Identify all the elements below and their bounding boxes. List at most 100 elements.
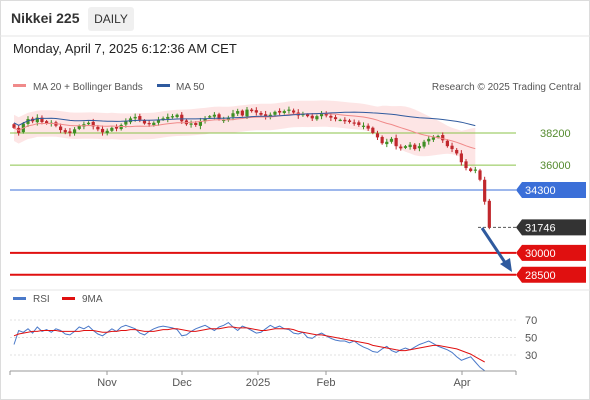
candle-body	[189, 123, 193, 125]
candle-body	[147, 123, 151, 125]
candle-body	[487, 200, 491, 228]
candle-body	[338, 119, 342, 122]
candle-body	[273, 111, 277, 115]
candle-body	[399, 146, 403, 149]
candle-body	[413, 144, 417, 150]
level-label-36000: 36000	[540, 160, 571, 172]
rsi-line	[13, 321, 485, 372]
level-label-31746: 31746	[525, 222, 556, 234]
candle-body	[292, 110, 296, 113]
candle-body	[166, 116, 170, 119]
candle-body	[333, 117, 338, 120]
rsi-tick-70: 70	[525, 315, 537, 327]
candle-body	[63, 130, 67, 133]
candle-body	[310, 115, 314, 119]
instrument-title: Nikkei 225	[11, 10, 80, 26]
candle-body	[138, 116, 142, 120]
level-label-30000: 30000	[525, 248, 556, 260]
candle-body	[45, 121, 49, 124]
projection-arrow-head	[500, 258, 512, 272]
credit-text: Research © 2025 Trading Central	[432, 82, 581, 93]
candle-body	[282, 111, 286, 113]
x-tick-label: Dec	[172, 377, 192, 389]
candle-body	[357, 122, 361, 125]
candle-body	[119, 124, 123, 130]
candle-body	[478, 170, 482, 180]
candle-body	[226, 117, 230, 120]
candle-body	[170, 116, 175, 118]
rsi-ma-legend-swatch	[62, 297, 75, 300]
candle-body	[100, 128, 105, 133]
rsi-ma-line	[13, 326, 485, 363]
candle-body	[324, 113, 328, 116]
chart-header: Nikkei 225 DAILY	[0, 0, 590, 36]
candle-body	[35, 117, 39, 123]
candle-body	[86, 122, 91, 125]
candle-body	[26, 119, 30, 124]
candle-body	[431, 137, 435, 140]
candle-body	[287, 109, 291, 111]
candle-body	[450, 145, 454, 150]
timestamp: Monday, April 7, 2025 6:12:36 AM CET	[13, 41, 237, 56]
candle-body	[77, 125, 81, 129]
candle-body	[240, 110, 244, 116]
period-badge[interactable]: DAILY	[88, 7, 134, 31]
candle-body	[380, 136, 384, 144]
candle-body	[436, 135, 440, 138]
candle-body	[278, 110, 282, 113]
candle-body	[231, 113, 235, 117]
candle-body	[259, 112, 263, 115]
candle-body	[422, 141, 426, 147]
candle-body	[68, 131, 72, 133]
x-tick-label: Apr	[453, 377, 470, 389]
candle-body	[152, 122, 156, 126]
candle-body	[208, 116, 212, 118]
ma20-legend-swatch	[13, 84, 26, 87]
candle-body	[366, 125, 370, 129]
rsi-legend-swatch	[13, 297, 26, 300]
candle-body	[250, 109, 254, 112]
ma20-legend-label: MA 20 + Bollinger Bands	[33, 82, 143, 93]
candle-body	[385, 141, 389, 145]
rsi-tick-30: 30	[525, 350, 537, 362]
candle-body	[180, 114, 184, 122]
candle-body	[319, 114, 324, 117]
bollinger-band-area	[14, 100, 476, 170]
candle-body	[245, 109, 249, 117]
candle-body	[198, 121, 202, 126]
candle-body	[124, 121, 128, 125]
candle-body	[212, 114, 216, 117]
candle-body	[315, 116, 319, 120]
candle-body	[110, 127, 114, 131]
level-tag-30000	[516, 244, 586, 261]
level-label-38200: 38200	[540, 128, 571, 140]
candle-body	[352, 122, 356, 124]
ma50-legend-swatch	[157, 84, 170, 87]
candle-body	[12, 124, 16, 128]
candle-body	[427, 138, 431, 142]
candle-body	[59, 126, 63, 131]
candle-body	[305, 114, 310, 117]
candle-body	[371, 127, 375, 133]
candle-body	[105, 130, 109, 134]
x-tick-label: Nov	[97, 377, 117, 389]
candle-body	[175, 114, 179, 118]
level-tag-34300	[516, 182, 586, 198]
candle-body	[459, 153, 463, 163]
rsi-ma-legend-label: 9MA	[82, 294, 103, 305]
level-tag-31746	[516, 219, 586, 236]
candle-body	[91, 121, 95, 127]
ma50-line	[13, 111, 476, 127]
candle-body	[347, 120, 352, 123]
candle-body	[128, 118, 133, 123]
rsi-legend-label: RSI	[33, 294, 50, 305]
candle-body	[375, 133, 380, 138]
candle-body	[254, 110, 258, 113]
level-label-34300: 34300	[525, 185, 556, 197]
candle-body	[217, 114, 221, 120]
candle-body	[394, 137, 398, 147]
candle-body	[403, 146, 408, 148]
level-label-28500: 28500	[525, 270, 556, 282]
candle-body	[445, 140, 449, 147]
